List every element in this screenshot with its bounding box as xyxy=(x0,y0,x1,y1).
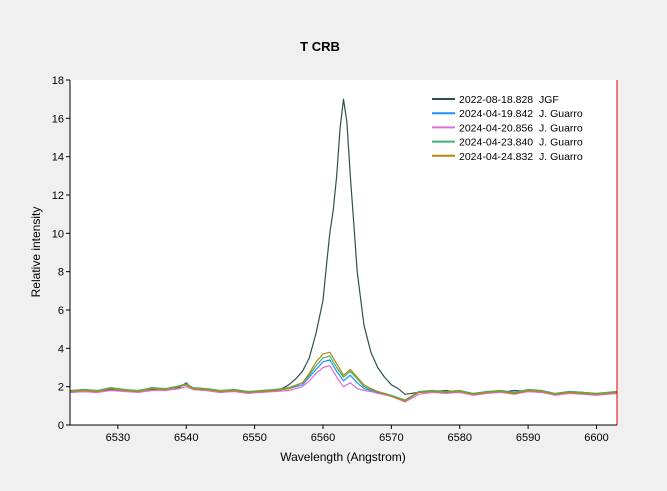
series-line-3 xyxy=(69,365,618,403)
y-tick-label: 10 xyxy=(52,228,64,240)
series-line-4 xyxy=(69,355,618,401)
y-tick-label: 6 xyxy=(58,305,64,317)
x-axis-ticks: 6530 6540 6550 6560 6570 6580 6590 6600 xyxy=(106,425,609,444)
legend-label-4: 2024-04-23.840 J. Guarro xyxy=(459,137,583,149)
x-tick-label: 6570 xyxy=(379,432,403,444)
y-axis-ticks: 0 2 4 6 8 10 12 14 16 18 xyxy=(52,75,70,432)
y-tick-label: 14 xyxy=(52,152,64,164)
y-tick-label: 4 xyxy=(58,343,64,355)
x-tick-label: 6560 xyxy=(311,432,335,444)
y-tick-label: 16 xyxy=(52,113,64,125)
series-layer xyxy=(69,98,618,403)
x-tick-label: 6530 xyxy=(106,432,130,444)
plot-area xyxy=(70,80,617,425)
legend: 2022-08-18.828 JGF 2024-04-19.842 J. Guar… xyxy=(432,94,583,163)
legend-label-1: 2022-08-18.828 JGF xyxy=(459,94,559,106)
y-tick-label: 8 xyxy=(58,267,64,279)
chart-title: T CRB xyxy=(300,39,340,54)
y-tick-label: 0 xyxy=(58,420,64,432)
legend-label-2: 2024-04-19.842 J. Guarro xyxy=(459,108,583,120)
y-tick-label: 12 xyxy=(52,190,64,202)
legend-label-5: 2024-04-24.832 J. Guarro xyxy=(459,151,583,163)
x-tick-label: 6580 xyxy=(447,432,471,444)
x-axis-label: Wavelength (Angstrom) xyxy=(280,450,406,464)
y-tick-label: 2 xyxy=(58,382,64,394)
x-tick-label: 6600 xyxy=(584,432,608,444)
series-line-5 xyxy=(69,351,618,402)
x-tick-label: 6540 xyxy=(174,432,198,444)
y-axis-label: Relative intensity xyxy=(29,207,43,298)
x-tick-label: 6550 xyxy=(242,432,266,444)
legend-label-3: 2024-04-20.856 J. Guarro xyxy=(459,122,583,134)
x-tick-label: 6590 xyxy=(516,432,540,444)
y-tick-label: 18 xyxy=(52,75,64,87)
